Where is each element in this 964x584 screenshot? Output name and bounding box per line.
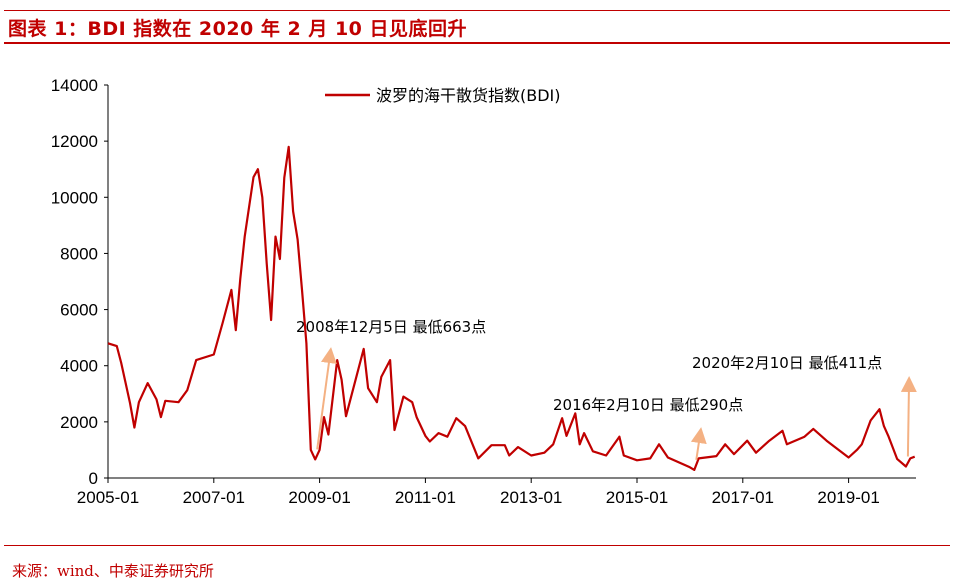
y-tick-label: 12000 — [51, 132, 98, 151]
annotation-label: 2016年2月10日 最低290点 — [553, 396, 743, 414]
legend: 波罗的海干散货指数(BDI) — [325, 86, 561, 105]
x-tick-label: 2017-01 — [712, 488, 774, 507]
y-tick-label: 6000 — [60, 301, 98, 320]
legend-label: 波罗的海干散货指数(BDI) — [376, 86, 561, 105]
x-tick-label: 2011-01 — [395, 488, 456, 507]
y-tick-label: 14000 — [51, 76, 98, 95]
bottom-rule — [4, 545, 950, 546]
top-rule — [4, 10, 950, 11]
x-tick-label: 2013-01 — [500, 488, 562, 507]
y-tick-label: 2000 — [60, 413, 98, 432]
title-rule — [4, 42, 950, 44]
figure-title: 图表 1：BDI 指数在 2020 年 2 月 10 日见底回升 — [8, 18, 468, 40]
annotation-label: 2008年12月5日 最低663点 — [296, 318, 486, 336]
x-tick-label: 2019-01 — [817, 488, 879, 507]
source-note: 来源：wind、中泰证券研究所 — [12, 562, 214, 580]
y-tick-label: 8000 — [60, 244, 98, 263]
x-tick-label: 2005-01 — [77, 488, 139, 507]
y-tick-label: 10000 — [51, 188, 98, 207]
series-line-bdi — [107, 145, 916, 471]
y-tick-label: 4000 — [60, 357, 98, 376]
x-tick-label: 2007-01 — [183, 488, 245, 507]
annotation-arrow — [690, 427, 707, 461]
annotation-label: 2020年2月10日 最低411点 — [692, 354, 882, 372]
y-tick-label: 0 — [89, 469, 98, 488]
x-tick-label: 2009-01 — [288, 488, 350, 507]
annotation-arrow — [316, 347, 337, 450]
x-tick-label: 2015-01 — [606, 488, 668, 507]
annotation-arrow — [900, 376, 917, 457]
